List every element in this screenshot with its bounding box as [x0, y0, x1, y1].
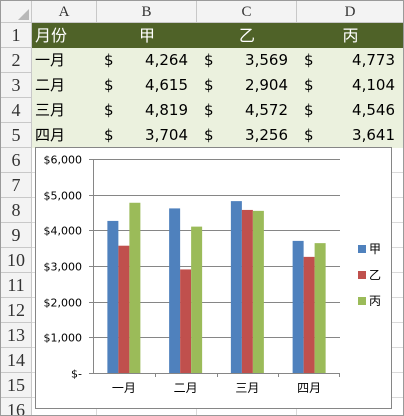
table-cell-value[interactable]: $4,104 [297, 73, 403, 98]
legend-label: 丙 [369, 294, 381, 308]
bar [129, 202, 141, 373]
select-all-triangle-icon [18, 9, 29, 20]
x-tick-label: 四月 [297, 381, 321, 395]
y-tick-label: $6,000 [44, 154, 83, 167]
table-cell-value[interactable]: $4,264 [97, 48, 197, 73]
column-header-c[interactable]: C [197, 1, 297, 23]
row-header-8[interactable]: 8 [1, 198, 32, 223]
table-cell-value[interactable]: $2,904 [197, 73, 297, 98]
currency-symbol: $ [204, 101, 214, 119]
cell-number: 4,546 [352, 101, 395, 119]
cell-number: 4,773 [352, 51, 395, 69]
table-cell-month[interactable]: 一月 [32, 48, 97, 73]
table-cell-value[interactable]: $4,615 [97, 73, 197, 98]
x-tick-label: 三月 [235, 381, 259, 395]
cell-number: 3,641 [352, 126, 395, 144]
row-header-13[interactable]: 13 [1, 323, 32, 348]
currency-symbol: $ [204, 76, 214, 94]
currency-symbol: $ [104, 126, 114, 144]
bar-chart[interactable]: $- $1,000 $2,000 $3,000 $4,000 $5,000 $6,000 一月… [36, 148, 391, 408]
cell-number: 3,256 [245, 126, 288, 144]
table-cell-value[interactable]: $3,569 [197, 48, 297, 73]
legend-label: 甲 [369, 242, 381, 256]
legend-label: 乙 [369, 268, 381, 282]
column-header-b[interactable]: B [97, 1, 197, 23]
cell-number: 4,264 [145, 51, 188, 69]
x-tick-label: 一月 [112, 381, 136, 395]
currency-symbol: $ [104, 76, 114, 94]
row-header-2[interactable]: 2 [1, 48, 32, 73]
cell-number: 2,904 [245, 76, 288, 94]
row-header-5[interactable]: 5 [1, 123, 32, 148]
x-tick-label: 二月 [174, 381, 198, 395]
bar [314, 243, 326, 373]
y-tick-label: $3,000 [44, 261, 83, 274]
cell-number: 3,704 [145, 126, 188, 144]
table-cell-month[interactable]: 三月 [32, 98, 97, 123]
cell-number: 4,104 [352, 76, 395, 94]
bar [191, 226, 203, 373]
bar [180, 269, 192, 373]
table-cell-value[interactable]: $3,256 [197, 123, 297, 148]
table-cell-month[interactable]: 二月 [32, 73, 97, 98]
legend-swatch [358, 297, 366, 305]
bar [252, 210, 264, 373]
row-header-3[interactable]: 3 [1, 73, 32, 98]
currency-symbol: $ [104, 101, 114, 119]
row-header-11[interactable]: 11 [1, 273, 32, 298]
currency-symbol: $ [204, 51, 214, 69]
y-tick-label: $1,000 [44, 332, 83, 345]
cell-number: 4,819 [145, 101, 188, 119]
bar [303, 256, 315, 373]
bar [292, 240, 304, 373]
table-cell-value[interactable]: $4,546 [297, 98, 403, 123]
chart-area[interactable]: $- $1,000 $2,000 $3,000 $4,000 $5,000 $6,000 一月… [35, 147, 392, 409]
y-tick-label: $4,000 [44, 225, 83, 238]
row-header-6[interactable]: 6 [1, 148, 32, 173]
table-header-series-bing[interactable]: 丙 [297, 23, 403, 48]
table-header-month[interactable]: 月份 [32, 23, 97, 48]
y-tick-label: $- [71, 368, 82, 381]
table-cell-value[interactable]: $4,819 [97, 98, 197, 123]
y-tick-label: $5,000 [44, 190, 83, 203]
bar [230, 201, 242, 373]
currency-symbol: $ [104, 51, 114, 69]
table-cell-value[interactable]: $4,572 [197, 98, 297, 123]
row-header-1[interactable]: 1 [1, 23, 32, 48]
currency-symbol: $ [304, 101, 314, 119]
table-header-series-jia[interactable]: 甲 [97, 23, 197, 48]
table-cell-month[interactable]: 四月 [32, 123, 97, 148]
row-header-14[interactable]: 14 [1, 348, 32, 373]
bar [107, 220, 119, 373]
column-header-d[interactable]: D [297, 1, 403, 23]
column-header-a[interactable]: A [32, 1, 97, 23]
currency-symbol: $ [304, 51, 314, 69]
legend-swatch [358, 271, 366, 279]
row-header-15[interactable]: 15 [1, 373, 32, 398]
row-header-4[interactable]: 4 [1, 98, 32, 123]
currency-symbol: $ [304, 76, 314, 94]
currency-symbol: $ [304, 126, 314, 144]
row-header-12[interactable]: 12 [1, 298, 32, 323]
row-header-7[interactable]: 7 [1, 173, 32, 198]
table-cell-value[interactable]: $4,773 [297, 48, 403, 73]
cell-number: 4,615 [145, 76, 188, 94]
legend-swatch [358, 245, 366, 253]
cell-number: 4,572 [245, 101, 288, 119]
row-header-9[interactable]: 9 [1, 223, 32, 248]
table-header-series-yi[interactable]: 乙 [197, 23, 297, 48]
cell-number: 3,569 [245, 51, 288, 69]
row-header-10[interactable]: 10 [1, 248, 32, 273]
bar [169, 208, 181, 373]
y-tick-label: $2,000 [44, 297, 83, 310]
bar [241, 209, 253, 373]
bar [118, 245, 130, 373]
select-all-corner[interactable] [1, 1, 32, 23]
table-cell-value[interactable]: $3,641 [297, 123, 403, 148]
row-header-16[interactable]: 16 [1, 398, 32, 415]
currency-symbol: $ [204, 126, 214, 144]
table-cell-value[interactable]: $3,704 [97, 123, 197, 148]
